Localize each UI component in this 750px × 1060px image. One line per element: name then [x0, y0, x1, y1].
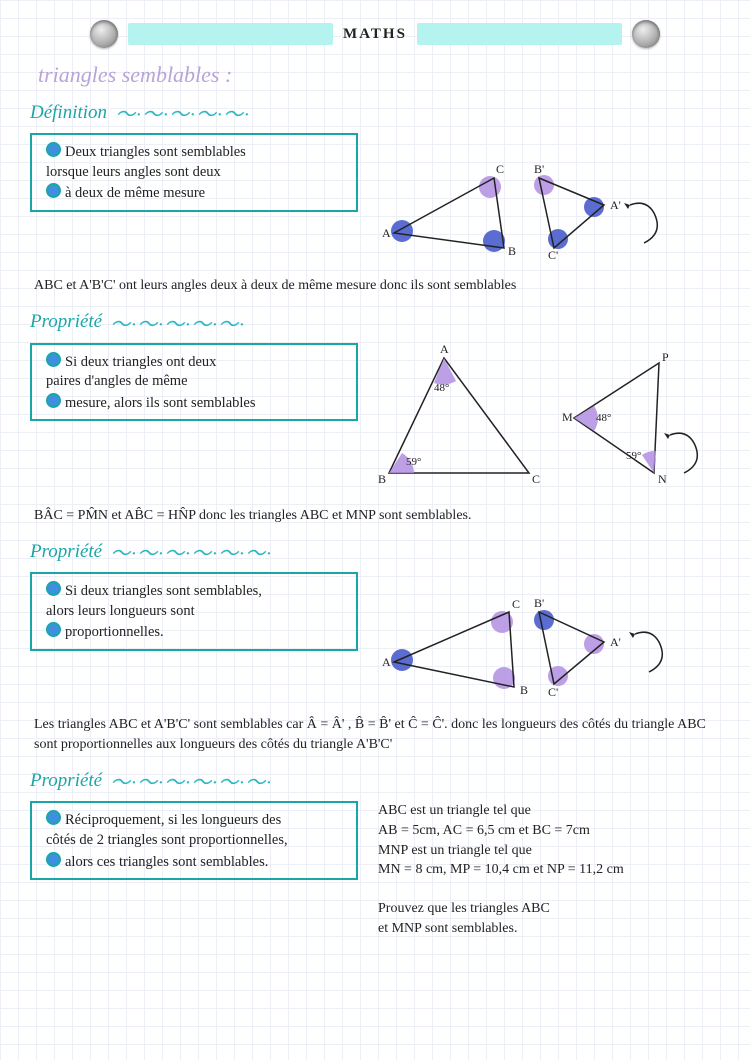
section: Propriété ～·～·～·～·～·～· Si deux triangles… [30, 537, 720, 754]
definition-box: Si deux triangles ont deuxpaires d'angle… [30, 343, 358, 422]
box-line: côtés de 2 triangles sont proportionnell… [46, 831, 346, 851]
page: MATHS triangles semblables : Définition … [0, 0, 750, 971]
subtitle: triangles semblables : [38, 62, 720, 88]
bullet-icon [46, 142, 61, 157]
box-line: proportionnelles. [46, 621, 346, 643]
figure-abc-pair: A C B B' A' C' [374, 133, 694, 263]
svg-text:59°: 59° [626, 450, 641, 462]
heading-text: Propriété [30, 311, 102, 333]
box-line: Si deux triangles sont semblables, [46, 580, 346, 602]
figure: A C B B' A' C' [374, 572, 720, 707]
definition-box: Si deux triangles sont semblables,alors … [30, 572, 358, 651]
highlight-band-right [417, 23, 622, 45]
bullet-icon [46, 852, 61, 867]
svg-text:C': C' [548, 685, 558, 699]
bullet-icon [46, 393, 61, 408]
svg-text:N: N [658, 472, 667, 486]
section-heading: Propriété ～·～·～·～·～·～· [30, 766, 720, 795]
box-line: à deux de même mesure [46, 182, 346, 204]
box-line: alors ces triangles sont semblables. [46, 851, 346, 873]
svg-text:A': A' [610, 635, 621, 649]
svg-text:B: B [520, 683, 528, 697]
svg-text:C: C [532, 472, 540, 486]
svg-text:48°: 48° [434, 382, 449, 394]
svg-text:A: A [440, 342, 449, 356]
section: Propriété ～·～·～·～·～· Si deux triangles o… [30, 308, 720, 526]
svg-text:P: P [662, 350, 669, 364]
paragraph: BÂC = PM̂N et AB̂C = HN̂P donc les trian… [34, 506, 716, 526]
wave-icon: ～·～·～·～·～· [110, 308, 245, 337]
punch-hole-left [90, 20, 118, 48]
svg-text:C: C [496, 162, 504, 176]
heading-text: Propriété [30, 541, 102, 563]
box-line: lorsque leurs angles sont deux [46, 163, 346, 183]
box-line: Réciproquement, si les longueurs des [46, 809, 346, 831]
svg-text:C': C' [548, 248, 558, 262]
wave-icon: ～·～·～·～·～·～· [110, 537, 272, 566]
svg-text:B': B' [534, 596, 544, 610]
section: Propriété ～·～·～·～·～·～· Réciproquement, s… [30, 766, 720, 950]
bullet-icon [46, 352, 61, 367]
definition-box: Réciproquement, si les longueurs descôté… [30, 801, 358, 880]
punch-hole-right [632, 20, 660, 48]
heading-text: Propriété [30, 770, 102, 792]
section-heading: Propriété ～·～·～·～·～·～· [30, 537, 720, 566]
svg-text:C: C [512, 597, 520, 611]
figure: A C B B' A' C' [374, 133, 720, 268]
heading-text: Définition [30, 102, 107, 124]
svg-text:M: M [562, 410, 573, 424]
paragraph: Les triangles ABC et A'B'C' sont semblab… [34, 715, 716, 754]
header-band: MATHS [90, 20, 660, 48]
wave-icon: ～·～·～·～·～· [115, 98, 250, 127]
bullet-icon [46, 622, 61, 637]
box-line: Si deux triangles ont deux [46, 351, 346, 373]
definition-box: Deux triangles sont semblableslorsque le… [30, 133, 358, 212]
svg-text:48°: 48° [596, 412, 611, 424]
svg-text:A: A [382, 655, 391, 669]
box-line: Deux triangles sont semblables [46, 141, 346, 163]
section-heading: Propriété ～·～·～·～·～· [30, 308, 720, 337]
box-line: paires d'angles de même [46, 372, 346, 392]
figure: A B C 48° 59° P M N 48° 59° [374, 343, 720, 498]
box-line: mesure, alors ils sont semblables [46, 392, 346, 414]
svg-text:A: A [382, 226, 391, 240]
box-line: alors leurs longueurs sont [46, 602, 346, 622]
figure-angles: A B C 48° 59° P M N 48° 59° [374, 343, 704, 493]
figure-abc-pair-2: A C B B' A' C' [374, 572, 694, 702]
highlight-band-left [128, 23, 333, 45]
side-text: ABC est un triangle tel queAB = 5cm, AC … [378, 801, 716, 938]
wave-icon: ～·～·～·～·～·～· [110, 766, 272, 795]
bullet-icon [46, 810, 61, 825]
svg-text:A': A' [610, 198, 621, 212]
bullet-icon [46, 183, 61, 198]
svg-text:B: B [378, 472, 386, 486]
svg-text:B': B' [534, 162, 544, 176]
section: Définition ～·～·～·～·～· Deux triangles son… [30, 98, 720, 296]
section-heading: Définition ～·～·～·～·～· [30, 98, 720, 127]
svg-text:59°: 59° [406, 456, 421, 468]
svg-text:B: B [508, 244, 516, 258]
page-title: MATHS [343, 26, 407, 43]
paragraph: ABC et A'B'C' ont leurs angles deux à de… [34, 276, 716, 296]
bullet-icon [46, 581, 61, 596]
